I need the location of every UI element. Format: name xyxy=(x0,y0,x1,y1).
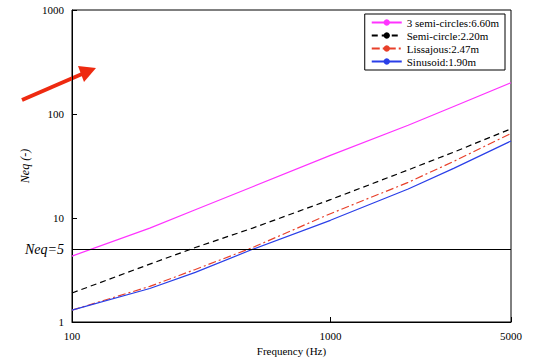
svg-text:1000: 1000 xyxy=(319,330,342,342)
svg-text:10: 10 xyxy=(53,212,65,224)
svg-text:100: 100 xyxy=(64,330,81,342)
svg-text:3 semi-circles:6.60m: 3 semi-circles:6.60m xyxy=(407,17,500,29)
svg-text:Neq=5: Neq=5 xyxy=(24,242,64,257)
svg-text:1000: 1000 xyxy=(42,4,65,16)
svg-text:5000: 5000 xyxy=(500,330,523,342)
svg-text:Semi-circle:2.20m: Semi-circle:2.20m xyxy=(407,30,489,42)
svg-text:1: 1 xyxy=(59,316,65,328)
svg-text:Neq (-): Neq (-) xyxy=(18,149,32,184)
svg-text:Lissajous:2.47m: Lissajous:2.47m xyxy=(407,43,480,55)
svg-text:100: 100 xyxy=(48,108,65,120)
svg-text:Frequency (Hz): Frequency (Hz) xyxy=(257,345,327,358)
svg-text:Sinusoid:1.90m: Sinusoid:1.90m xyxy=(407,56,477,68)
